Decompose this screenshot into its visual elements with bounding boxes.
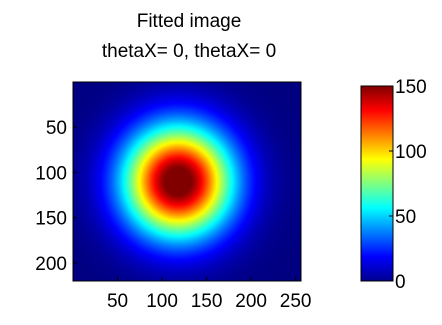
colorbar-gradient <box>361 86 393 281</box>
y-tick-label: 200 <box>35 254 67 275</box>
y-tick-label: 150 <box>35 209 67 230</box>
heatmap-plot <box>73 82 301 281</box>
x-tick-label: 250 <box>280 291 312 312</box>
x-tick-label: 150 <box>191 291 223 312</box>
colorbar: 0 50 100 150 <box>361 77 427 293</box>
y-tick-label: 50 <box>46 118 67 139</box>
colorbar-tick-label: 0 <box>395 272 406 293</box>
x-tick-label: 200 <box>235 291 267 312</box>
colorbar-tick-label: 100 <box>395 142 427 163</box>
chart-subtitle: thetaX= 0, thetaX= 0 <box>102 41 276 62</box>
y-axis-ticks: 50 100 150 200 <box>35 118 77 275</box>
y-tick-label: 100 <box>35 163 67 184</box>
colorbar-tick-label: 150 <box>395 77 427 98</box>
x-tick-label: 100 <box>146 291 178 312</box>
colorbar-ticks: 0 50 100 150 <box>389 77 427 293</box>
x-axis-ticks: 50 100 150 200 250 <box>107 277 312 312</box>
colorbar-tick-label: 50 <box>395 207 416 228</box>
x-tick-label: 50 <box>107 291 128 312</box>
chart-title: Fitted image <box>137 11 242 32</box>
heatmap-image <box>73 82 301 281</box>
